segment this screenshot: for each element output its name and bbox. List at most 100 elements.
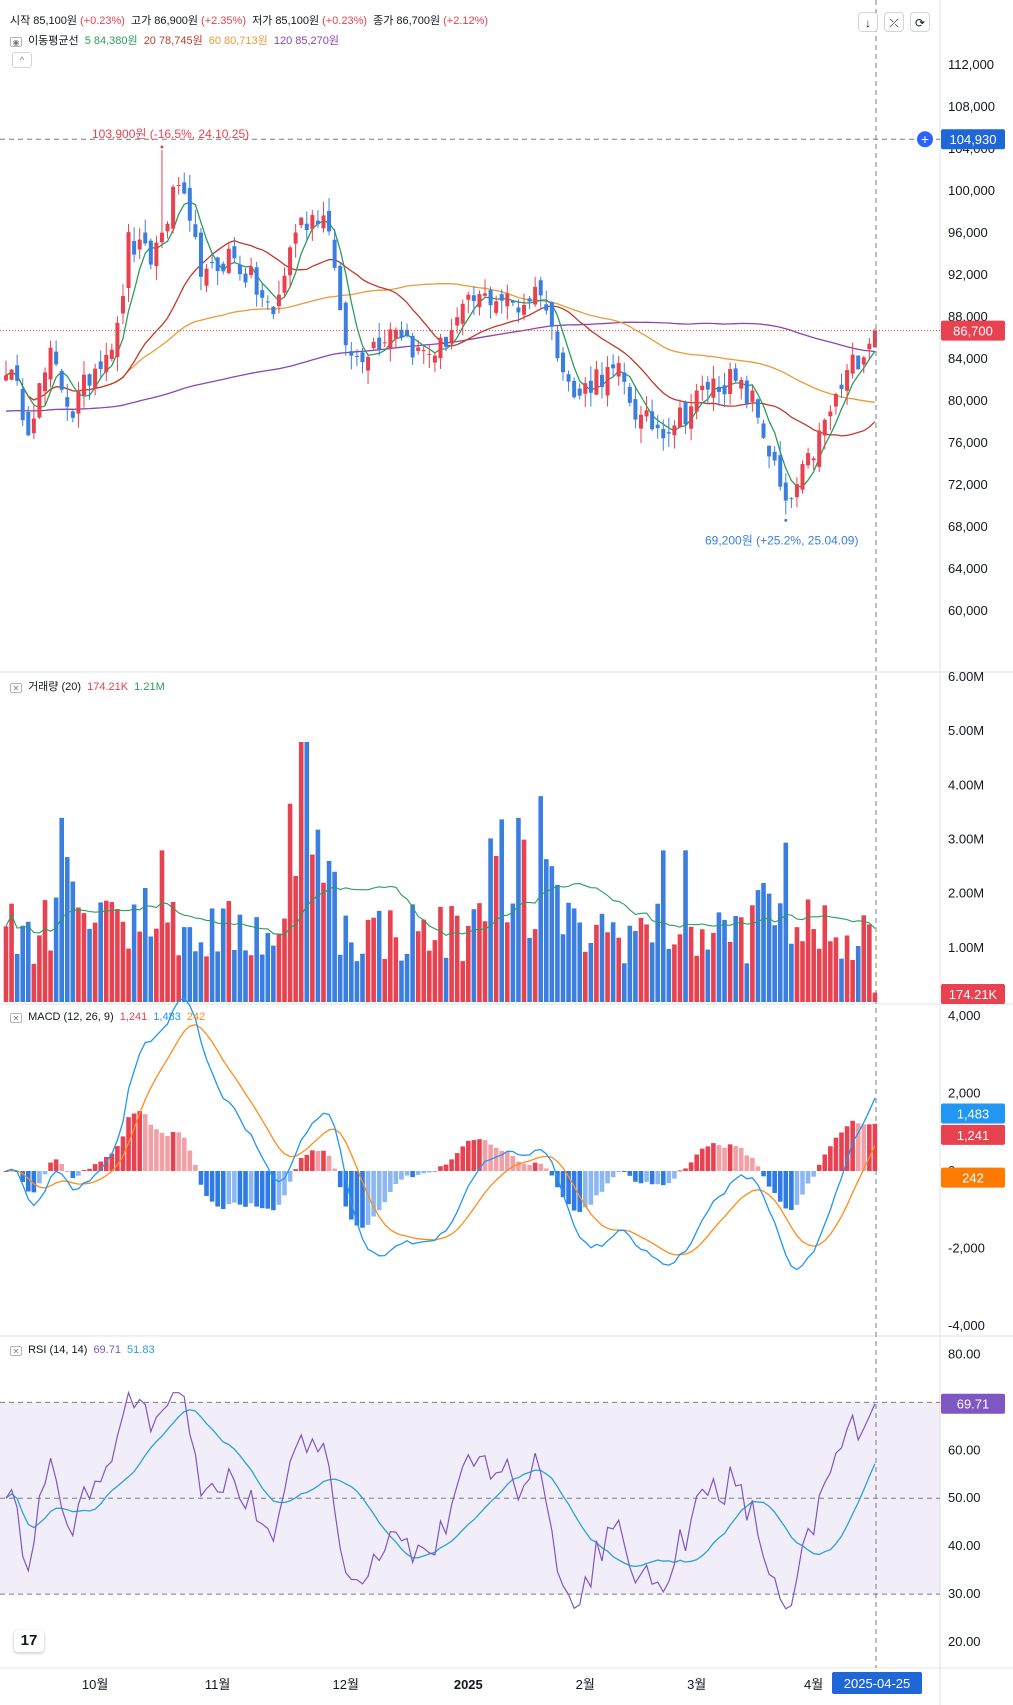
- volume-bar: [31, 963, 37, 1002]
- macd-histogram-bar: [92, 1164, 98, 1171]
- volume-bar: [109, 902, 115, 1002]
- volume-bar: [638, 917, 644, 1002]
- candle-body: [210, 261, 215, 264]
- candle-body: [800, 464, 805, 490]
- candle-body: [577, 388, 582, 396]
- macd-histogram-bar: [343, 1171, 349, 1207]
- macd-histogram-bar: [844, 1126, 850, 1171]
- volume-bar: [98, 902, 103, 1002]
- close-icon[interactable]: ✕: [10, 1346, 22, 1356]
- macd-histogram-bar: [282, 1171, 287, 1196]
- ma60-period: 60: [208, 35, 222, 47]
- macd-histogram-bar: [120, 1136, 126, 1171]
- macd-histogram-bar: [298, 1158, 304, 1171]
- high-annotation: 103,900원 (-16.5%, 24.10.25): [92, 127, 249, 141]
- candle-body: [104, 354, 109, 373]
- download-button[interactable]: ↓: [858, 12, 878, 32]
- macd-histogram-bar: [404, 1171, 410, 1176]
- volume-tick-label: 6.00M: [948, 669, 984, 684]
- macd-histogram-bar: [872, 1123, 878, 1171]
- macd-histogram-bar: [438, 1166, 443, 1171]
- close-icon[interactable]: ✕: [10, 683, 22, 693]
- macd-tick-label: -4,000: [948, 1318, 985, 1333]
- volume-bar: [315, 829, 321, 1002]
- volume-bar: [3, 926, 9, 1002]
- macd-histogram-bar: [571, 1171, 577, 1211]
- volume-bar: [633, 931, 638, 1002]
- collapse-pane-button[interactable]: ⤫: [884, 12, 904, 32]
- macd-histogram-bar: [711, 1143, 716, 1171]
- refresh-button[interactable]: ⟳: [910, 12, 930, 32]
- rsi-legend[interactable]: ✕ RSI (14, 14) 69.71 51.83: [10, 1344, 158, 1356]
- price-tick-label: 68,000: [948, 519, 988, 534]
- macd-histogram-bar: [683, 1168, 688, 1171]
- volume-bar: [170, 901, 176, 1002]
- candle-body: [265, 301, 270, 303]
- time-axis-label: 2월: [576, 1677, 595, 1692]
- macd-histogram-bar: [699, 1148, 705, 1171]
- tradingview-logo[interactable]: 17: [14, 1630, 44, 1652]
- volume-bar: [621, 963, 627, 1002]
- volume-bar: [237, 914, 243, 1002]
- visibility-icon[interactable]: ◉: [10, 37, 22, 47]
- time-axis-label: 2025: [454, 1677, 483, 1692]
- ma60-value: 80,713원: [224, 35, 268, 47]
- candle-body: [120, 296, 125, 314]
- last-price-tag-text: 86,700: [953, 324, 993, 339]
- macd-histogram-bar: [382, 1171, 388, 1203]
- macd-histogram-bar: [794, 1171, 800, 1205]
- macd-histogram-bar: [482, 1139, 488, 1171]
- volume-bar: [505, 922, 510, 1002]
- rsi-ma-line: [5, 1409, 876, 1568]
- macd-histogram-bar: [399, 1171, 404, 1180]
- candle-body: [48, 347, 53, 380]
- macd-histogram-bar: [315, 1150, 321, 1171]
- candle-body: [755, 399, 760, 418]
- volume-bar: [666, 949, 672, 1002]
- rsi-last-tag: 69.71: [941, 1393, 1005, 1414]
- volume-bar: [677, 934, 683, 1002]
- macd-histogram-bar: [170, 1132, 176, 1171]
- volume-bar: [516, 817, 521, 1002]
- volume-bar: [861, 915, 867, 1002]
- open-change: (+0.23%): [80, 15, 125, 27]
- volume-legend[interactable]: ✕ 거래량 (20) 174.21K 1.21M: [10, 678, 168, 694]
- candle-body: [672, 425, 677, 436]
- macd-histogram-bar: [816, 1164, 822, 1171]
- candle-body: [856, 355, 861, 370]
- macd-histogram-bar: [811, 1171, 816, 1177]
- volume-bar: [839, 958, 844, 1002]
- candle-body: [327, 210, 332, 232]
- macd-legend[interactable]: ✕ MACD (12, 26, 9) 1,241 1,483 242: [10, 1011, 208, 1023]
- macd-histogram-bar: [638, 1171, 644, 1184]
- candle-body: [677, 407, 682, 428]
- candle-body: [37, 383, 42, 418]
- high-marker: [160, 145, 164, 149]
- candle-body: [711, 378, 716, 398]
- volume-bar: [343, 915, 349, 1002]
- close-icon[interactable]: ✕: [10, 1013, 22, 1023]
- macd-histogram-bar: [582, 1171, 588, 1208]
- crosshair-date-tag-bg: [832, 1672, 922, 1694]
- macd-tick-label: -2,000: [948, 1241, 985, 1256]
- candle-body: [444, 337, 449, 347]
- candle-body: [293, 232, 298, 244]
- ma-legend[interactable]: ◉ 이동평균선 5 84,380원 20 78,745원 60 80,713원 120…: [10, 32, 342, 48]
- price-tick-label: 64,000: [948, 561, 988, 576]
- candle-body: [594, 369, 599, 395]
- volume-bar: [265, 933, 271, 1002]
- macd-histogram-bar: [376, 1171, 382, 1211]
- volume-bar: [828, 941, 833, 1002]
- collapse-legend-button[interactable]: ^: [12, 52, 32, 68]
- price-tick-label: 60,000: [948, 603, 988, 618]
- candle-body: [872, 330, 877, 348]
- volume-bar: [243, 950, 248, 1002]
- volume-bar: [165, 922, 170, 1002]
- candle-body: [237, 264, 242, 275]
- macd-histogram-bar: [142, 1114, 148, 1171]
- candle-body: [65, 397, 70, 407]
- volume-bar: [644, 924, 649, 1002]
- volume-bar: [120, 921, 126, 1002]
- macd-histogram-bar: [621, 1171, 627, 1172]
